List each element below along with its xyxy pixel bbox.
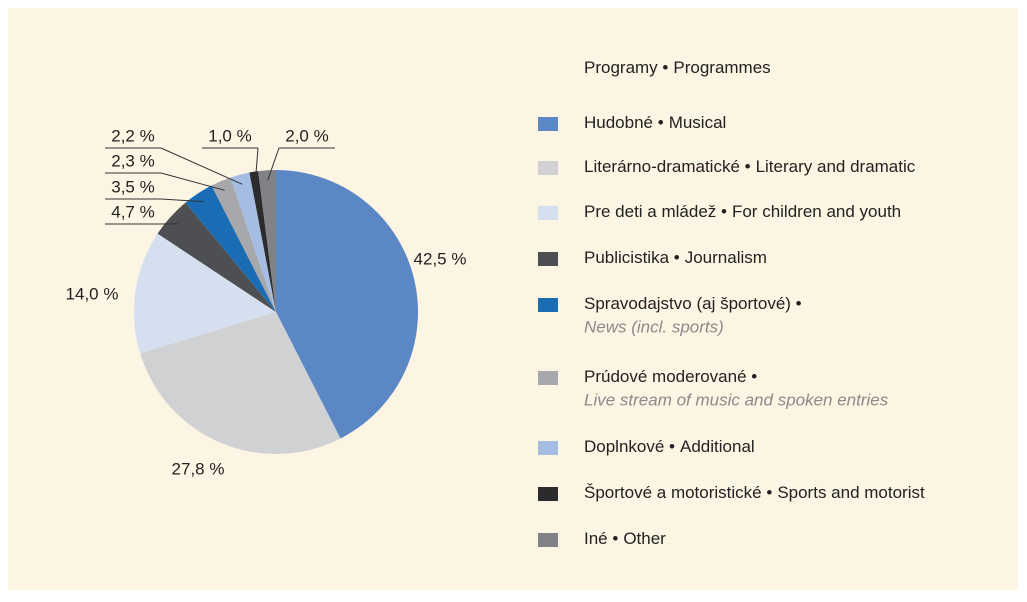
legend-label-en: Sports and motorist (777, 483, 925, 502)
legend-label-sk: Hudobné • (584, 113, 664, 132)
legend-swatch (538, 533, 558, 547)
legend-label-en: Other (623, 529, 666, 548)
data-label: 14,0 % (66, 284, 119, 303)
data-label: 2,3 % (111, 151, 154, 170)
legend-swatch (538, 487, 558, 501)
legend-swatch (538, 371, 558, 385)
data-label: 4,7 % (111, 202, 154, 221)
legend-swatch (538, 252, 558, 266)
legend-label-sk: Doplnkové • (584, 437, 675, 456)
legend-label-en: For children and youth (732, 202, 901, 221)
legend-label-sk: Pre deti a mládež • (584, 202, 727, 221)
data-label: 3,5 % (111, 177, 154, 196)
legend-label-sk: Prúdové moderované • (584, 367, 757, 386)
legend-label: Publicistika • Journalism (584, 248, 767, 267)
legend-label-sk: Športové a motoristické • (584, 483, 772, 502)
legend-label-en: Journalism (685, 248, 767, 267)
legend-label: Hudobné • Musical (584, 113, 726, 132)
legend-label: Pre deti a mládež • For children and yout… (584, 202, 901, 221)
legend-label-sk: Spravodajstvo (aj športové) • (584, 294, 802, 313)
legend-swatch (538, 441, 558, 455)
data-label: 27,8 % (172, 459, 225, 478)
legend-label-en: Live stream of music and spoken entries (584, 390, 889, 409)
data-label: 2,2 % (111, 126, 154, 145)
data-label: 2,0 % (285, 126, 328, 145)
legend-label-sk: Publicistika • (584, 248, 680, 267)
legend-label: Iné • Other (584, 529, 666, 548)
legend-label-en: News (incl. sports) (584, 317, 724, 336)
legend-label: Literárno-dramatické • Literary and drama… (584, 157, 916, 176)
legend-swatch (538, 117, 558, 131)
legend-label: Prúdové moderované • (584, 367, 757, 386)
data-label: 42,5 % (414, 249, 467, 268)
legend-label: Doplnkové • Additional (584, 437, 755, 456)
legend-label-sk: Literárno-dramatické • (584, 157, 751, 176)
legend-label-sk: Iné • (584, 529, 618, 548)
legend-label: Spravodajstvo (aj športové) • (584, 294, 802, 313)
legend-swatch (538, 206, 558, 220)
legend-label-en: Additional (680, 437, 755, 456)
data-label: 1,0 % (208, 126, 251, 145)
legend-swatch (538, 161, 558, 175)
legend-swatch (538, 298, 558, 312)
legend-label: Športové a motoristické • Sports and moto… (584, 483, 925, 502)
legend-title-en: Programmes (673, 58, 770, 77)
legend-title-sk: Programy • (584, 58, 668, 77)
legend-title: Programy • Programmes (584, 58, 771, 77)
legend-label-en: Musical (669, 113, 727, 132)
legend-label-en: Literary and dramatic (756, 157, 916, 176)
